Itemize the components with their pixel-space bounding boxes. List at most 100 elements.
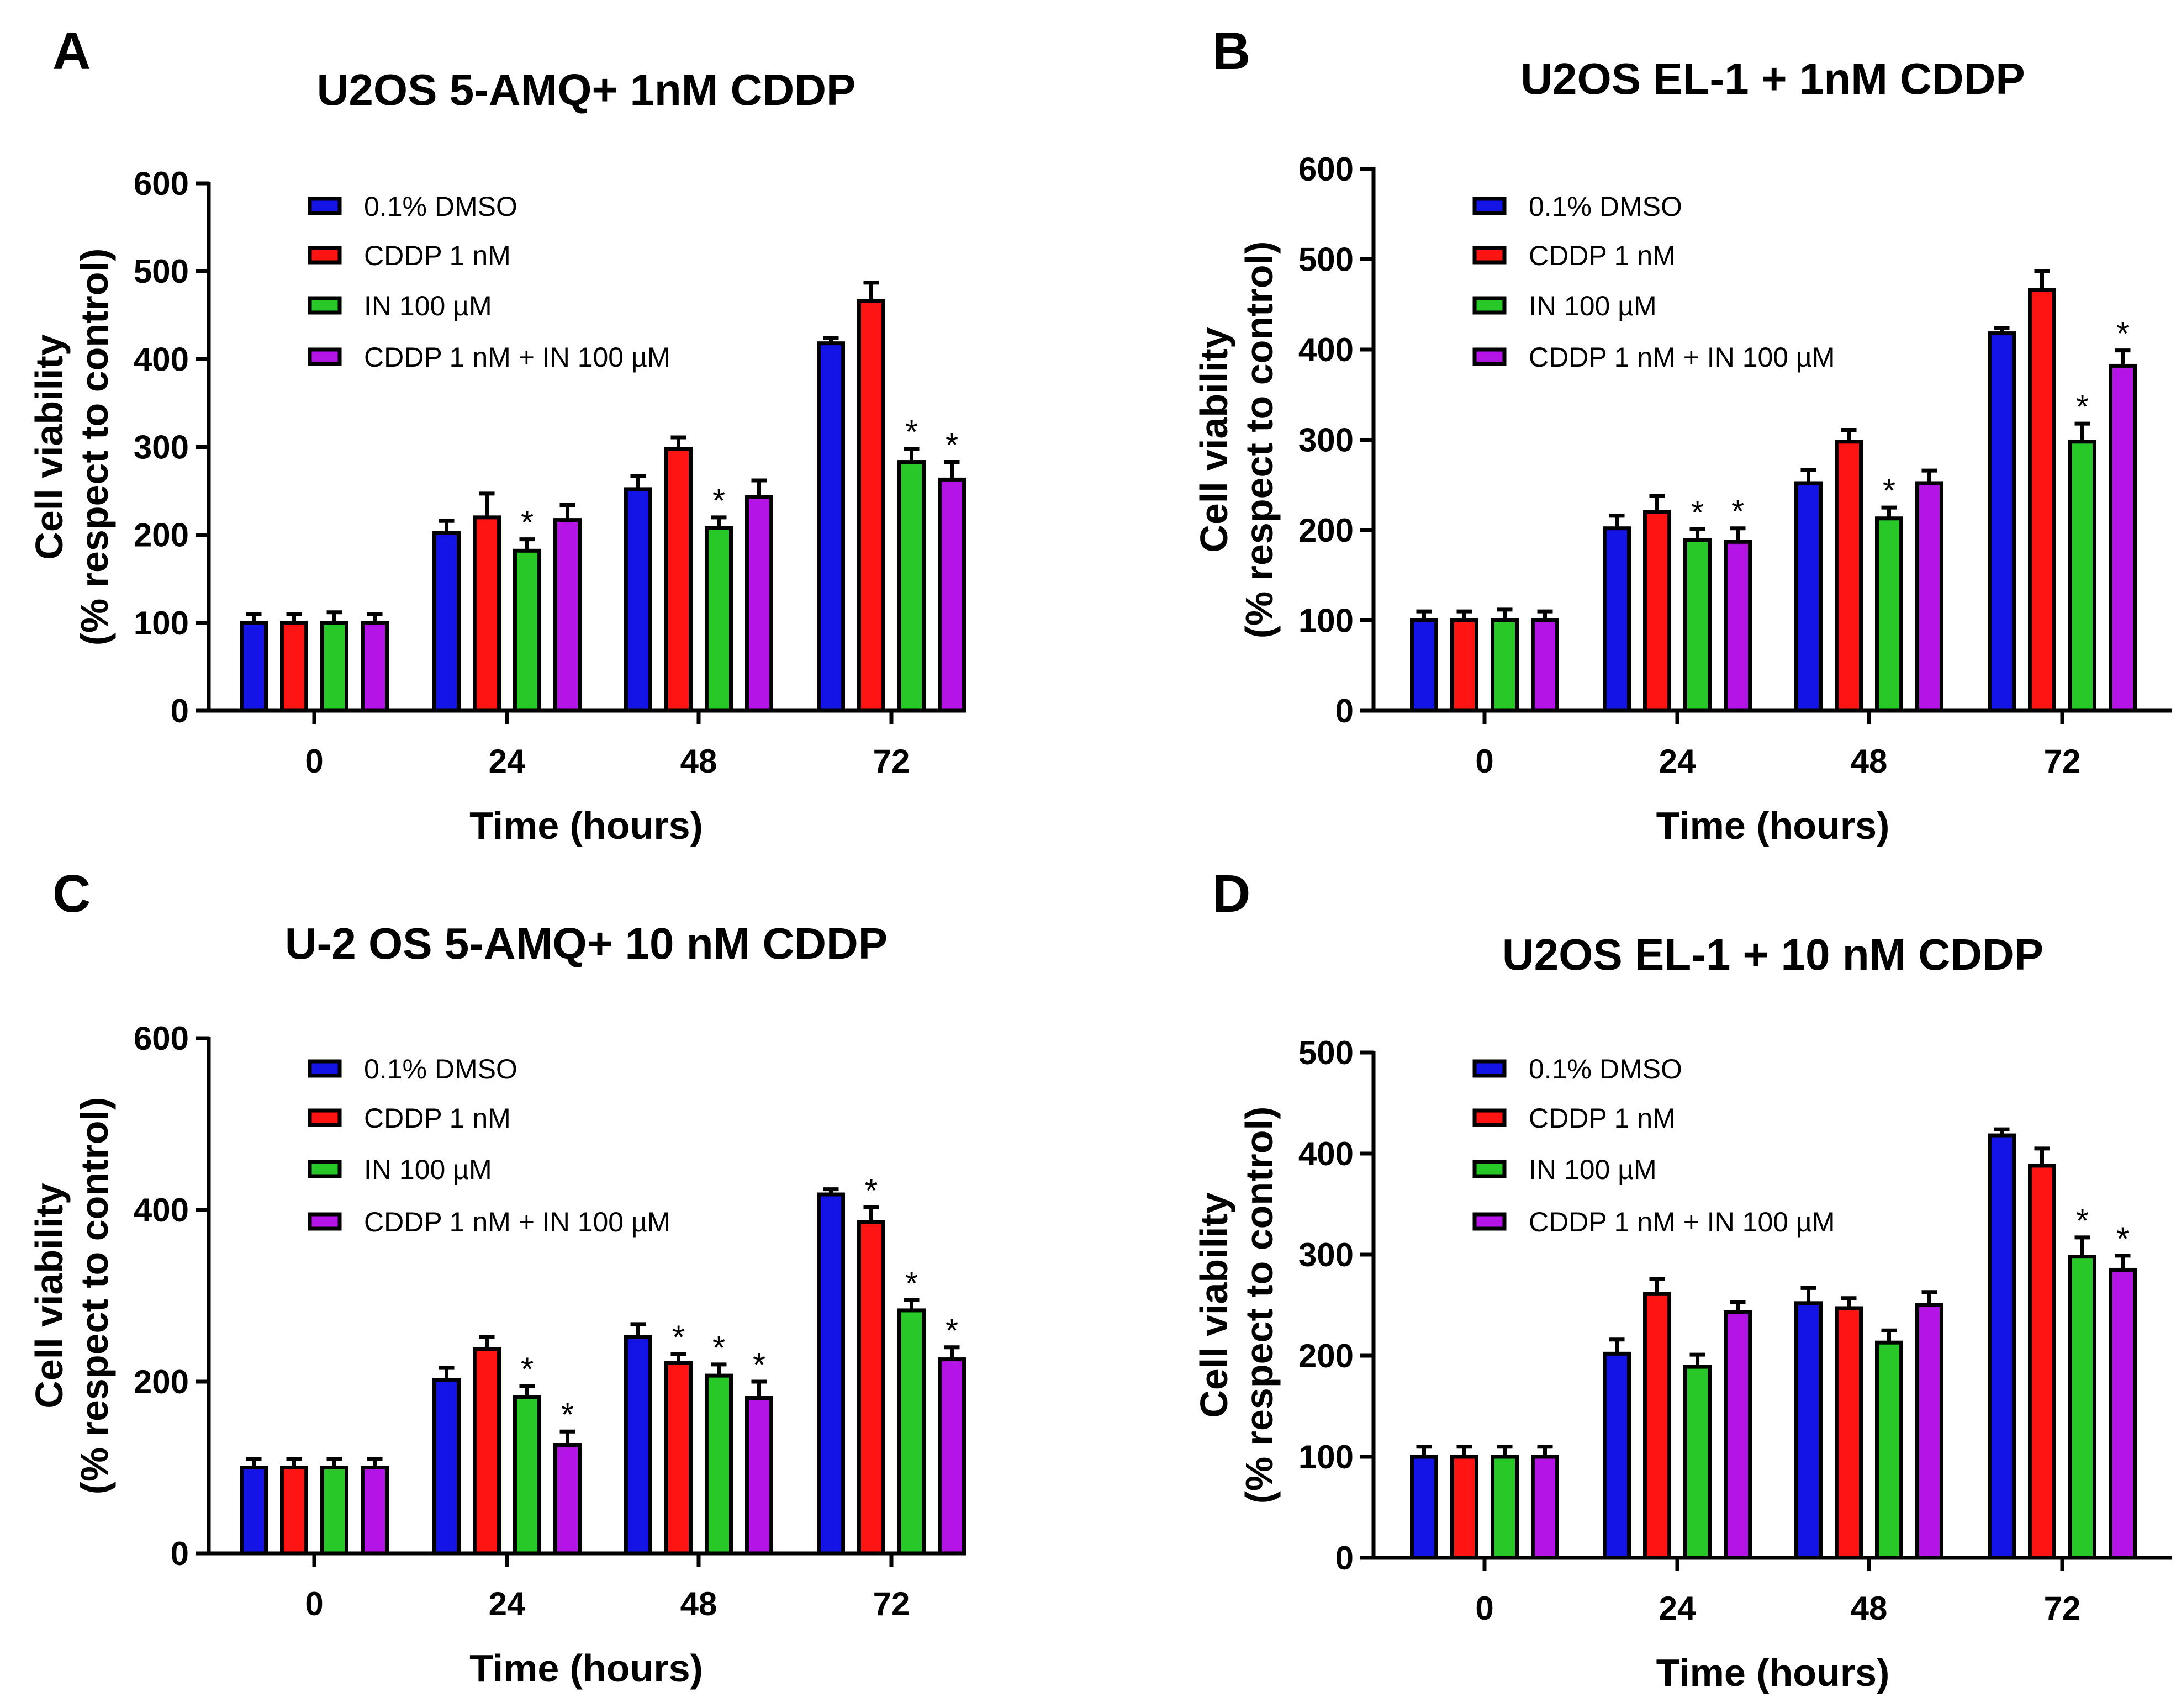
x-axis-label: Time (hours): [1656, 804, 1890, 847]
x-tick-label: 72: [2044, 743, 2081, 780]
bar: [432, 1378, 461, 1556]
legend-label: CDDP 1 nM: [364, 240, 511, 271]
y-tick-label: 300: [1298, 1236, 1354, 1273]
bar: [1875, 1340, 1903, 1560]
legend-swatch: [1472, 246, 1507, 265]
legend-swatch: [308, 1108, 342, 1127]
y-tick-label: 400: [1298, 331, 1354, 368]
bar: [1724, 540, 1752, 713]
chart-title: U2OS EL-1 + 1nM CDDP: [1520, 54, 2025, 103]
chart-title: U2OS 5-AMQ+ 1nM CDDP: [317, 65, 856, 114]
x-tick-label: 48: [680, 1585, 717, 1622]
x-tick-label: 72: [2044, 1590, 2081, 1627]
bar: [1794, 481, 1823, 713]
bar: [280, 1466, 308, 1556]
bar: [2068, 440, 2096, 713]
bar: [1835, 440, 1863, 713]
chart-a: A U2OS 5-AMQ+ 1nM CDDP Cell viability (% re…: [28, 22, 966, 847]
significance-marker: *: [561, 1396, 574, 1433]
y-axis-label-line2: (% respect to control): [73, 248, 116, 646]
significance-marker: *: [2076, 388, 2089, 425]
bar: [553, 518, 582, 713]
bar: [1835, 1306, 1863, 1560]
x-tick-label: 24: [1659, 743, 1696, 780]
bar: [361, 621, 389, 713]
legend-label: 0.1% DMSO: [364, 191, 517, 222]
bar: [857, 1220, 885, 1556]
y-tick-label: 100: [1298, 1439, 1354, 1476]
bar: [2028, 288, 2056, 713]
significance-marker: *: [946, 1312, 958, 1349]
significance-marker: *: [753, 1346, 765, 1383]
bar: [1875, 516, 1903, 713]
legend-swatch: [308, 1212, 342, 1231]
bar: [1683, 1365, 1712, 1560]
bar: [817, 1192, 845, 1556]
bar: [432, 531, 461, 713]
significance-marker: *: [521, 504, 534, 541]
x-tick-label: 0: [1475, 743, 1493, 780]
legend-swatch: [1472, 1160, 1507, 1178]
bar: [624, 487, 652, 713]
chart-b: B U2OS EL-1 + 1nM CDDP Cell viability (% re…: [1192, 22, 2172, 847]
x-tick-label: 48: [1851, 743, 1888, 780]
bar: [280, 621, 308, 713]
legend-swatch: [308, 347, 342, 366]
legend-label: CDDP 1 nM: [1529, 1103, 1676, 1134]
bar: [2109, 363, 2137, 713]
bar: [513, 1395, 541, 1556]
x-tick-label: 72: [873, 1585, 910, 1622]
bar: [664, 1361, 693, 1556]
bar: [1410, 1455, 1438, 1560]
bar: [1603, 526, 1631, 713]
legend-swatch: [1472, 1108, 1507, 1127]
x-tick-label: 72: [873, 743, 910, 780]
y-axis-label-line2: (% respect to control): [73, 1097, 116, 1495]
chart-title: U2OS EL-1 + 10 nM CDDP: [1502, 930, 2043, 979]
bar: [705, 526, 733, 713]
bar: [320, 621, 348, 713]
significance-marker: *: [905, 414, 918, 451]
bar: [2028, 1164, 2056, 1560]
bar: [938, 1357, 966, 1556]
y-axis-label-line1: Cell viability: [28, 334, 71, 560]
bar: [1724, 1310, 1752, 1560]
legend-label: 0.1% DMSO: [1529, 1054, 1682, 1085]
y-tick-label: 600: [134, 1020, 189, 1057]
bar: [2068, 1255, 2096, 1560]
significance-marker: *: [712, 1329, 725, 1366]
significance-marker: *: [946, 427, 958, 464]
chart-d: D U2OS EL-1 + 10 nM CDDP Cell viability (% …: [1192, 864, 2172, 1694]
bar: [817, 341, 845, 713]
legend-label: IN 100 µM: [364, 290, 492, 321]
y-axis-label-line2: (% respect to control): [1238, 241, 1281, 639]
y-tick-label: 100: [134, 605, 189, 642]
bar: [1915, 1303, 1943, 1560]
legend-label: IN 100 µM: [1529, 1154, 1657, 1185]
bar: [1603, 1351, 1631, 1560]
legend-swatch: [1472, 347, 1507, 366]
significance-marker: *: [2116, 1220, 2129, 1257]
x-tick-label: 0: [305, 1585, 323, 1622]
x-axis-label: Time (hours): [1656, 1651, 1890, 1694]
y-tick-label: 400: [134, 341, 189, 378]
bar: [745, 1396, 773, 1556]
legend-label: IN 100 µM: [1529, 290, 1657, 321]
bar: [1450, 618, 1478, 713]
legend-label: CDDP 1 nM + IN 100 µM: [1529, 1207, 1835, 1238]
significance-marker: *: [672, 1319, 685, 1356]
bar: [513, 548, 541, 713]
significance-marker: *: [712, 482, 725, 519]
panel-letter: D: [1212, 864, 1250, 923]
legend-label: CDDP 1 nM + IN 100 µM: [364, 1207, 670, 1238]
significance-marker: *: [865, 1172, 878, 1209]
bar: [320, 1466, 348, 1556]
bar: [1450, 1455, 1478, 1560]
chart-title: U-2 OS 5-AMQ+ 10 nM CDDP: [285, 919, 888, 968]
x-tick-label: 24: [1659, 1590, 1696, 1627]
bar: [1531, 618, 1559, 713]
y-axis-label-line1: Cell viability: [28, 1183, 71, 1409]
y-tick-label: 0: [1335, 692, 1354, 729]
y-axis-label-line1: Cell viability: [1192, 327, 1235, 553]
legend-label: CDDP 1 nM + IN 100 µM: [1529, 342, 1835, 373]
